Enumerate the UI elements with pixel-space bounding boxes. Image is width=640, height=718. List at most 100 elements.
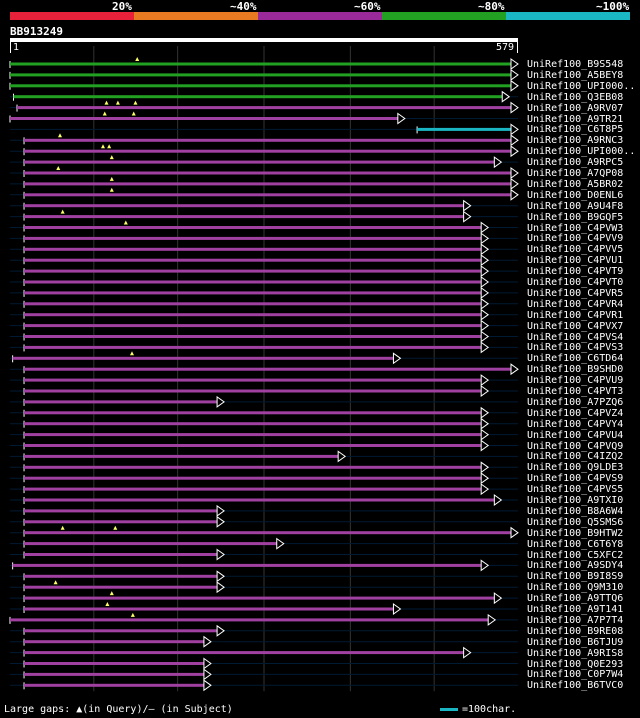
hit-label[interactable]: UniRef100_C4PVT0 [527,277,623,288]
hit-bar[interactable] [24,150,512,153]
hit-label[interactable]: UniRef100_C4PVR5 [527,288,623,299]
hit-bar[interactable] [14,95,504,98]
hit-bar[interactable] [24,259,482,262]
hit-bar[interactable] [24,597,495,600]
hit-bar[interactable] [24,684,205,687]
hit-label[interactable]: UniRef100_C4PVR4 [527,299,623,310]
hit-bar[interactable] [24,291,482,294]
hit-bar[interactable] [24,488,482,491]
hit-bar[interactable] [24,346,482,349]
hit-bar[interactable] [24,422,482,425]
hit-label[interactable]: UniRef100_C4PVW3 [527,223,623,234]
hit-label[interactable]: UniRef100_Q5SMS6 [527,517,623,528]
hit-bar[interactable] [24,226,482,229]
hit-bar[interactable] [24,651,465,654]
hit-label[interactable]: UniRef100_C4IZQ2 [527,451,623,462]
hit-bar[interactable] [24,640,205,643]
hit-label[interactable]: UniRef100_C6T6Y8 [527,539,623,550]
hit-bar[interactable] [417,128,512,131]
hit-label[interactable]: UniRef100_C0P7W4 [527,669,623,680]
hit-bar[interactable] [10,73,512,76]
hit-label[interactable]: UniRef100_UPI000.. [527,81,635,92]
hit-bar[interactable] [24,629,218,632]
hit-label[interactable]: UniRef100_C4PVS4 [527,332,623,343]
hit-bar[interactable] [24,662,205,665]
hit-bar[interactable] [24,455,339,458]
hit-bar[interactable] [24,215,465,218]
hit-label[interactable]: UniRef100_C4PVX7 [527,321,623,332]
hit-bar[interactable] [24,520,218,523]
hit-bar[interactable] [24,379,482,382]
hit-label[interactable]: UniRef100_C6T8P5 [527,124,623,135]
hit-label[interactable]: UniRef100_C4PVR1 [527,310,623,321]
hit-label[interactable]: UniRef100_A9T141 [527,604,623,615]
hit-label[interactable]: UniRef100_C4PVZ4 [527,408,623,419]
hit-bar[interactable] [24,531,512,534]
hit-bar[interactable] [24,608,394,611]
hit-label[interactable]: UniRef100_C4PVV9 [527,233,623,244]
hit-label[interactable]: UniRef100_C4PVT9 [527,266,623,277]
hit-bar[interactable] [24,182,512,185]
hit-label[interactable]: UniRef100_C4PVU4 [527,430,623,441]
hit-bar[interactable] [24,499,495,502]
hit-label[interactable]: UniRef100_A9RNC3 [527,135,623,146]
hit-label[interactable]: UniRef100_A9RPC5 [527,157,623,168]
hit-bar[interactable] [24,509,218,512]
hit-bar[interactable] [10,84,512,87]
hit-bar[interactable] [24,390,482,393]
hit-label[interactable]: UniRef100_A9TTQ6 [527,593,623,604]
hit-bar[interactable] [24,324,482,327]
hit-label[interactable]: UniRef100_A5BR02 [527,179,623,190]
hit-bar[interactable] [24,433,482,436]
hit-bar[interactable] [13,564,483,567]
hit-label[interactable]: UniRef100_A7QP08 [527,168,623,179]
hit-label[interactable]: UniRef100_Q9M310 [527,582,623,593]
hit-label[interactable]: UniRef100_C4PVV5 [527,244,623,255]
hit-label[interactable]: UniRef100_A7P7T4 [527,615,623,626]
hit-label[interactable]: UniRef100_B9HTW2 [527,528,623,539]
hit-bar[interactable] [17,106,512,109]
hit-bar[interactable] [24,161,495,164]
hit-label[interactable]: UniRef100_B8A6W4 [527,506,623,517]
hit-label[interactable]: UniRef100_A9TR21 [527,114,623,125]
hit-label[interactable]: UniRef100_B6TVC0 [527,680,623,691]
hit-bar[interactable] [10,63,512,66]
hit-bar[interactable] [24,335,482,338]
hit-label[interactable]: UniRef100_C4PVS5 [527,484,623,495]
hit-label[interactable]: UniRef100_C4PVU9 [527,375,623,386]
hit-bar[interactable] [24,466,482,469]
hit-label[interactable]: UniRef100_A9TXI0 [527,495,623,506]
hit-bar[interactable] [24,673,205,676]
hit-label[interactable]: UniRef100_C4PVY4 [527,419,623,430]
hit-label[interactable]: UniRef100_C4PVT3 [527,386,623,397]
hit-bar[interactable] [13,357,395,360]
hit-label[interactable]: UniRef100_A5BEY8 [527,70,623,81]
hit-label[interactable]: UniRef100_A9SDY4 [527,560,623,571]
hit-bar[interactable] [24,553,218,556]
hit-bar[interactable] [24,542,278,545]
hit-bar[interactable] [24,368,512,371]
hit-label[interactable]: UniRef100_C4PVS9 [527,473,623,484]
hit-bar[interactable] [24,270,482,273]
hit-bar[interactable] [24,400,218,403]
hit-bar[interactable] [24,313,482,316]
hit-bar[interactable] [24,248,482,251]
hit-label[interactable]: UniRef100_A7PZQ6 [527,397,623,408]
hit-bar[interactable] [24,477,482,480]
hit-label[interactable]: UniRef100_A9RV07 [527,103,623,114]
hit-bar[interactable] [24,302,482,305]
hit-label[interactable]: UniRef100_UPI000.. [527,146,635,157]
hit-label[interactable]: UniRef100_C6TD64 [527,353,623,364]
hit-bar[interactable] [24,139,512,142]
hit-bar[interactable] [24,444,482,447]
hit-label[interactable]: UniRef100_B9SHD0 [527,364,623,375]
hit-label[interactable]: UniRef100_B6TJU9 [527,637,623,648]
hit-label[interactable]: UniRef100_C4PVQ9 [527,441,623,452]
hit-label[interactable]: UniRef100_A9U4F8 [527,201,623,212]
hit-bar[interactable] [24,575,218,578]
hit-label[interactable]: UniRef100_B9I8S9 [527,571,623,582]
hit-label[interactable]: UniRef100_C4PVU1 [527,255,623,266]
hit-label[interactable]: UniRef100_B9S548 [527,59,623,70]
hit-bar[interactable] [24,281,482,284]
hit-bar[interactable] [24,411,482,414]
